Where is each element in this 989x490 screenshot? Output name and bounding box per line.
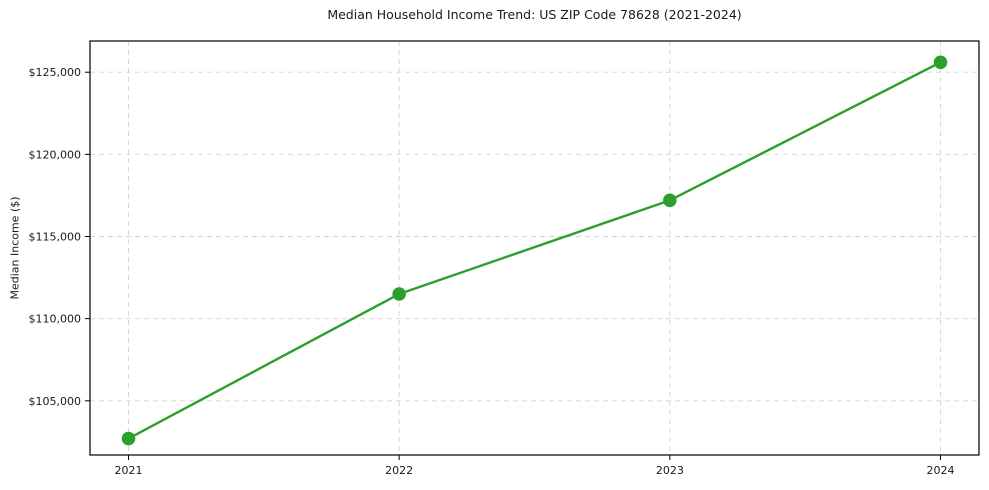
y-tick-label: $110,000 [29,313,82,326]
x-tick-label: 2021 [115,464,143,477]
x-tick-label: 2024 [927,464,955,477]
trend-line [127,61,942,440]
data-point-2023 [663,193,677,208]
y-tick-label: $115,000 [29,231,82,244]
data-point-2024 [933,55,948,70]
plot-border [89,40,980,456]
x-tick-label: 2022 [385,464,413,477]
y-tick-label: $125,000 [29,66,82,79]
data-point-2021 [121,431,136,446]
data-point-2022 [392,287,406,301]
y-tick-label: $105,000 [29,395,82,408]
x-tick-label: 2023 [656,464,684,477]
chart-title: Median Household Income Trend: US ZIP Co… [327,7,742,22]
y-tick-label: $120,000 [29,148,82,161]
